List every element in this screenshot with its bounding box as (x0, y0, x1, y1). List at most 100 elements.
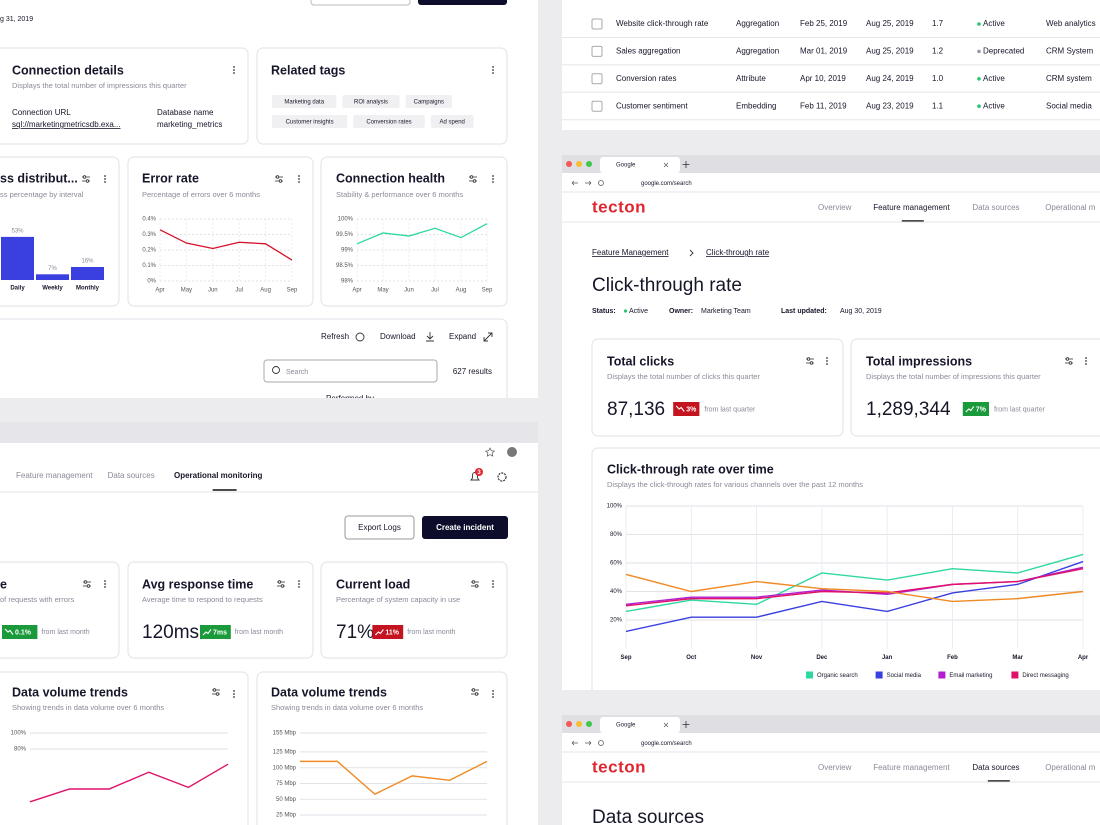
tag[interactable] (272, 95, 337, 108)
tag-label[interactable]: Customer insights (286, 120, 334, 126)
button[interactable] (422, 516, 508, 539)
menu-dot[interactable] (104, 583, 106, 585)
expand-icon[interactable] (483, 332, 493, 342)
filter-icon[interactable] (278, 179, 283, 183)
tag-label[interactable]: ROI analysis (354, 100, 388, 106)
reload-icon[interactable] (598, 180, 604, 186)
filter-icon[interactable] (469, 175, 474, 179)
new-tab-icon[interactable] (682, 161, 690, 168)
checkbox[interactable] (591, 45, 603, 57)
download-icon[interactable] (426, 332, 434, 342)
avatar[interactable] (507, 447, 517, 457)
filter-icon[interactable] (471, 688, 476, 692)
tag[interactable] (272, 115, 348, 128)
menu-dot[interactable] (233, 696, 235, 698)
menu-dot[interactable] (1085, 360, 1087, 362)
menu-dot[interactable] (104, 580, 106, 582)
filter-icon[interactable] (212, 688, 217, 692)
nav-arrows[interactable] (571, 180, 592, 186)
toolbar-button[interactable]: Refresh (321, 332, 349, 341)
nav-item[interactable]: Feature management (16, 471, 93, 480)
button-label[interactable]: Export Logs (358, 523, 401, 532)
nav-item[interactable]: Operational monitoring (174, 471, 263, 480)
menu-dot[interactable] (104, 586, 106, 588)
close-icon[interactable] (663, 722, 669, 728)
button[interactable] (418, 0, 507, 5)
button-label[interactable]: Create incident (436, 523, 494, 532)
menu-dot[interactable] (492, 72, 494, 74)
menu-dot[interactable] (492, 178, 494, 180)
filter-icon[interactable] (275, 175, 280, 179)
menu-dot[interactable] (492, 69, 494, 71)
filter-icon[interactable] (1068, 361, 1073, 365)
filter-icon[interactable] (82, 175, 87, 179)
filter-icon[interactable] (277, 580, 282, 584)
filter-icon[interactable] (85, 179, 90, 183)
nav-item[interactable]: Feature management (873, 203, 950, 212)
breadcrumb[interactable]: Feature Management (592, 248, 669, 257)
checkbox[interactable] (591, 73, 603, 85)
nav-item[interactable]: Operational m (1045, 763, 1096, 772)
checkbox[interactable] (591, 100, 603, 112)
reload-icon[interactable] (598, 740, 604, 746)
tag-label[interactable]: Conversion rates (366, 120, 411, 126)
nav-item[interactable]: Data sources (972, 203, 1019, 212)
filter-icon[interactable] (471, 580, 476, 584)
tag-label[interactable]: Marketing data (284, 100, 324, 106)
button[interactable] (310, 0, 411, 6)
menu-dot[interactable] (492, 175, 494, 177)
nav-arrows[interactable] (571, 740, 592, 746)
menu-dot[interactable] (298, 178, 300, 180)
menu-dot[interactable] (104, 181, 106, 183)
refresh-icon[interactable] (355, 332, 365, 342)
filter-icon[interactable] (215, 692, 220, 696)
tab[interactable] (600, 157, 680, 173)
filter-icon[interactable] (474, 584, 479, 588)
menu-dot[interactable] (298, 580, 300, 582)
tag[interactable] (430, 115, 474, 128)
nav-item[interactable]: Overview (818, 203, 852, 212)
menu-dot[interactable] (233, 693, 235, 695)
window-control[interactable] (576, 721, 582, 727)
filter-icon[interactable] (86, 584, 91, 588)
menu-dot[interactable] (233, 69, 235, 71)
tab[interactable] (600, 717, 680, 733)
menu-dot[interactable] (233, 66, 235, 68)
menu-dot[interactable] (104, 178, 106, 180)
search-placeholder[interactable]: Search (286, 369, 308, 376)
menu-dot[interactable] (492, 181, 494, 183)
window-control[interactable] (566, 161, 572, 167)
menu-dot[interactable] (298, 583, 300, 585)
menu-dot[interactable] (492, 66, 494, 68)
filter-icon[interactable] (806, 357, 811, 361)
window-control[interactable] (586, 721, 592, 727)
menu-dot[interactable] (492, 693, 494, 695)
nav-item[interactable]: Data sources (108, 471, 155, 480)
filter-icon[interactable] (809, 361, 814, 365)
tab-title[interactable]: Google (616, 723, 636, 729)
settings-icon[interactable] (497, 472, 507, 482)
menu-dot[interactable] (826, 360, 828, 362)
checkbox[interactable] (591, 18, 603, 30)
menu-dot[interactable] (1085, 363, 1087, 365)
nav-item[interactable]: Operational m (1045, 203, 1096, 212)
toolbar-button[interactable]: Expand (449, 332, 476, 341)
nav-item[interactable]: Overview (818, 763, 852, 772)
menu-dot[interactable] (298, 586, 300, 588)
menu-dot[interactable] (298, 181, 300, 183)
tag[interactable] (353, 115, 425, 128)
menu-dot[interactable] (492, 696, 494, 698)
menu-dot[interactable] (233, 72, 235, 74)
search-box[interactable] (263, 359, 438, 383)
toolbar-button[interactable]: Download (380, 332, 416, 341)
button[interactable] (344, 515, 415, 540)
menu-dot[interactable] (826, 363, 828, 365)
filter-icon[interactable] (474, 692, 479, 696)
link[interactable]: sql://marketingmetricsdb.exa... (12, 120, 120, 129)
nav-item[interactable]: Feature management (873, 763, 950, 772)
filter-icon[interactable] (1065, 357, 1070, 361)
url[interactable]: google.com/search (641, 741, 692, 747)
url[interactable]: google.com/search (641, 181, 692, 187)
menu-dot[interactable] (492, 690, 494, 692)
menu-dot[interactable] (104, 175, 106, 177)
